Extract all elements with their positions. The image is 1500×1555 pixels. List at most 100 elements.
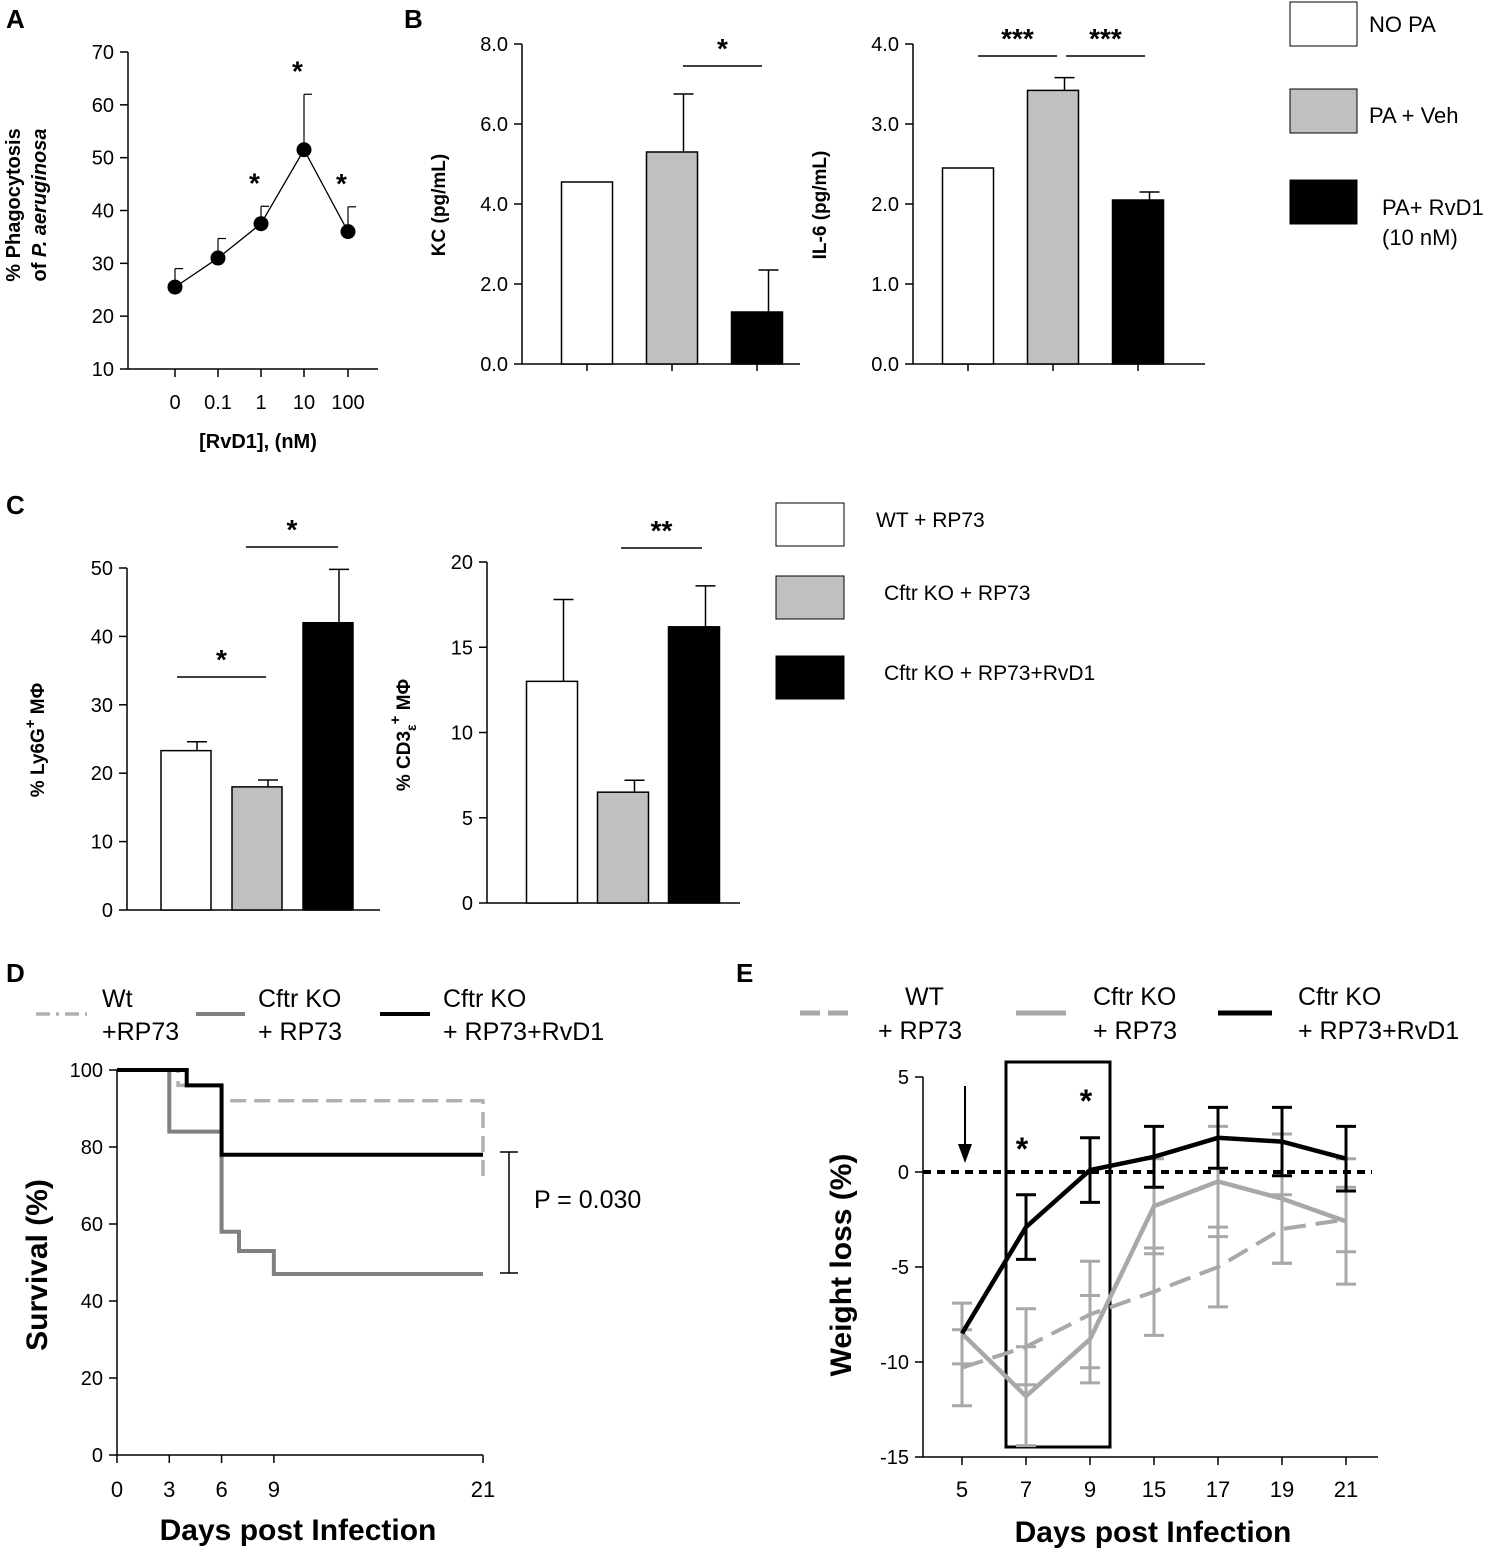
d-x-tick-label: 21 [471, 1477, 495, 1502]
d-pvalue-text: P = 0.030 [534, 1186, 641, 1214]
d-x-tick-label: 3 [163, 1477, 175, 1502]
e-y-tick-label: -10 [880, 1352, 909, 1374]
b-kc-y-tick-label: 4.0 [480, 194, 508, 216]
c-legend-label: WT + RP73 [876, 509, 985, 532]
d-y-tick-label: 60 [81, 1214, 103, 1236]
c-cd3-y-label-part: % CD3 [394, 731, 415, 791]
a-data-point [340, 224, 356, 240]
b-kc-y-label: KC (pg/mL) [429, 154, 450, 256]
c-ly6g-y-label-part: + [22, 719, 39, 728]
e-series-line [960, 1179, 1347, 1400]
a-data-point [253, 216, 269, 232]
d-legend-label: + RP73+RvD1 [443, 1018, 604, 1046]
b-legend-label: (10 nM) [1382, 225, 1458, 250]
a-significance-star: * [292, 55, 303, 86]
e-x-tick-label: 5 [956, 1477, 968, 1502]
b-il6-bar [941, 167, 995, 365]
b-kc-y-tick-label: 2.0 [480, 274, 508, 296]
b-legend: NO PA PA + Veh PA+ RvD1 (10 nM) [1289, 1, 1484, 250]
c-cd3-y-label-part: ε [403, 724, 419, 731]
a-data-point [167, 279, 183, 295]
e-series-line [960, 1135, 1347, 1335]
c-cd3-y-label-part: + [387, 715, 404, 724]
e-x-tick-label: 7 [1020, 1477, 1032, 1502]
e-legend-label: + RP73 [878, 1017, 962, 1045]
panel-label: D [6, 958, 25, 988]
c-legend-label: Cftr KO + RP73 [884, 582, 1030, 605]
a-y-label-line: of [29, 257, 51, 281]
b-il6-significance-label: *** [1001, 23, 1034, 54]
c-ly6g-bar [160, 749, 212, 911]
c-ly6g-significance-label: * [287, 514, 298, 545]
b-legend-label: PA+ RvD1 [1382, 195, 1484, 220]
panel-label: C [6, 490, 25, 520]
d-survival-curve [117, 1068, 485, 1178]
panel-d: D 0 20 40 60 80 100 0 3 6 9 21 Days post Infection Su… [6, 958, 641, 1547]
b-il6-y-tick-label: 1.0 [871, 274, 899, 296]
c-legend-label: Cftr KO + RP73+RvD1 [884, 662, 1095, 685]
b-il6-y-label: IL-6 (pg/mL) [810, 151, 831, 260]
panel-b: B 0.0 2.0 4.0 6.0 8.0 * KC (pg/mL) 0.0 1.0 2.0 3.0 4… [404, 1, 1484, 376]
b-legend-swatch [1289, 179, 1358, 225]
e-legend-label: Cftr KO [1093, 983, 1176, 1011]
a-y-label-line: % Phagocytosis [3, 128, 25, 281]
panel-a: A 10 20 30 40 50 60 70 0 0.1 1 10 100 [RvD1], (nM) % P… [3, 4, 378, 453]
b-kc-y-tick-label: 6.0 [480, 114, 508, 136]
c-cd3-bar [667, 626, 721, 904]
c-cd3-y-label-part: MΦ [394, 678, 415, 715]
c-cd3-y-label: % CD3ε+ MΦ [387, 678, 419, 791]
c-cd3-y-tick-label: 20 [451, 552, 473, 574]
b-il6-y-tick-label: 3.0 [871, 114, 899, 136]
d-x-label: Days post Infection [160, 1514, 437, 1547]
a-y-tick-label: 60 [92, 95, 114, 117]
c-cd3-bar [596, 791, 650, 904]
c-cd3-bar [525, 680, 579, 904]
a-x-label: [RvD1], (nM) [199, 431, 317, 453]
c-cd3-y-tick-label: 15 [451, 637, 473, 659]
b-il6-y-tick-label: 0.0 [871, 354, 899, 376]
b-kc-bar [645, 151, 699, 365]
d-y-tick-label: 20 [81, 1368, 103, 1390]
b-il6-significance-label: *** [1089, 23, 1122, 54]
a-x-tick-label: 100 [331, 392, 364, 414]
a-y-tick-label: 10 [92, 359, 114, 381]
e-legend-label: Cftr KO [1298, 983, 1381, 1011]
e-legend-label: WT [905, 983, 944, 1011]
c-ly6g-y-tick-label: 50 [91, 558, 113, 580]
c-ly6g-y-label-part: % Ly6G [28, 728, 49, 797]
d-x-tick-label: 6 [215, 1477, 227, 1502]
a-x-tick-label: 1 [255, 392, 266, 414]
b-kc-y-tick-label: 8.0 [480, 34, 508, 56]
d-legend-label: +RP73 [102, 1018, 179, 1046]
c-ly6g-y-tick-label: 40 [91, 626, 113, 648]
b-il6-bar [1026, 89, 1080, 365]
a-y-tick-label: 20 [92, 306, 114, 328]
panel-label: E [736, 958, 753, 988]
a-significance-star: * [336, 168, 347, 199]
b-il6-y-tick-label: 4.0 [871, 34, 899, 56]
e-x-tick-label: 15 [1142, 1477, 1166, 1502]
a-significance-star: * [249, 167, 260, 198]
a-x-tick-label: 10 [293, 392, 315, 414]
d-legend-label: Cftr KO [258, 985, 341, 1013]
e-y-tick-label: -5 [891, 1257, 909, 1279]
c-cd3-y-tick-label: 0 [462, 893, 473, 915]
d-legend-label: + RP73 [258, 1018, 342, 1046]
d-x-tick-label: 9 [268, 1477, 280, 1502]
e-y-tick-label: 0 [898, 1162, 909, 1184]
a-y-tick-label: 40 [92, 201, 114, 223]
b-kc-significance-label: * [717, 33, 728, 64]
panel-label: B [404, 4, 423, 34]
d-y-tick-label: 0 [92, 1445, 103, 1467]
e-arrow-head [958, 1144, 972, 1163]
c-ly6g-significance-label: * [216, 644, 227, 675]
e-legend-label: + RP73 [1093, 1017, 1177, 1045]
b-il6-y-tick-label: 2.0 [871, 194, 899, 216]
a-y-tick-label: 50 [92, 148, 114, 170]
e-y-label: Weight loss (%) [825, 1154, 858, 1377]
e-x-tick-label: 19 [1270, 1477, 1294, 1502]
b-kc-bar [730, 311, 784, 365]
panel-e: E -15 -10 -5 0 5 5 7 9 15 17 19 21 Days post Infectio… [736, 958, 1459, 1549]
c-legend-swatch [775, 575, 845, 620]
d-legend-label: Wt [102, 985, 133, 1013]
